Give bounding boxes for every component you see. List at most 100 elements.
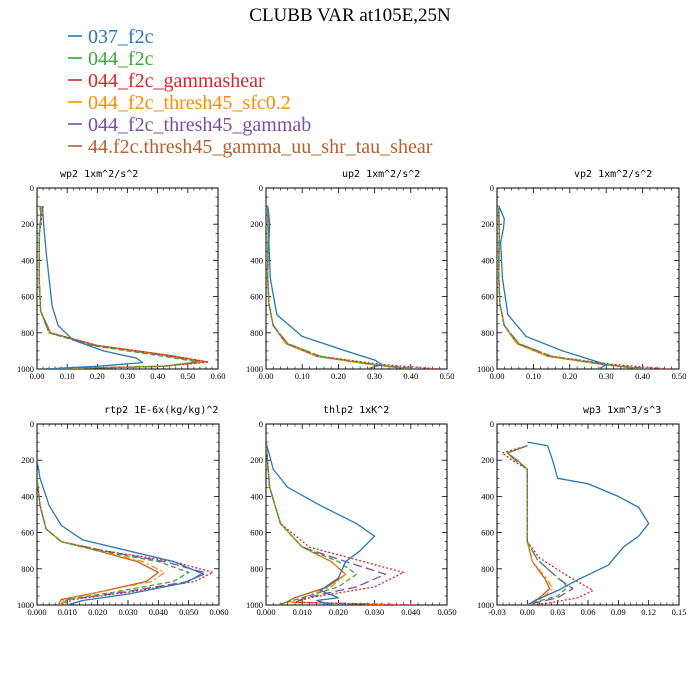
- legend-label: 044_f2c_thresh45_gammab: [88, 114, 311, 136]
- panel-title: up2 1xm^2/s^2: [342, 169, 420, 180]
- y-tick-label: 0: [490, 419, 494, 429]
- x-tick-label: 0.030: [118, 607, 137, 617]
- chart-panel: thlp2 1xK^2 0.000 0.010 0.020 0.030 0.040 0.05…: [246, 405, 457, 617]
- chart-panel: vp2 1xm^2/s^2 0.00 0.10 0.20 0.30 0.40 0.50 0 20…: [477, 169, 686, 381]
- legend-label: 44.f2c.thresh45_gamma_uu_shr_tau_shear: [88, 136, 433, 158]
- series-line: [38, 206, 210, 369]
- y-tick-label: 200: [481, 219, 494, 229]
- x-tick-label: 0.40: [635, 371, 650, 381]
- y-tick-label: 200: [250, 219, 263, 229]
- series-line: [38, 206, 198, 369]
- y-tick-label: 0: [30, 419, 34, 429]
- x-tick-label: 0.50: [672, 371, 687, 381]
- series-line: [37, 478, 190, 605]
- legend-label: 044_f2c_thresh45_sfc0.2: [88, 92, 291, 114]
- y-tick-label: 600: [250, 528, 263, 538]
- plot-frame: [36, 187, 219, 370]
- x-tick-label: 0.000: [256, 607, 275, 617]
- x-tick-label: 0.020: [88, 607, 107, 617]
- x-tick-label: -0.03: [488, 607, 506, 617]
- series-line: [41, 206, 144, 369]
- x-tick-label: 0.30: [120, 371, 135, 381]
- series-line: [37, 460, 205, 605]
- series-line: [506, 445, 569, 605]
- series-line: [506, 445, 554, 605]
- y-tick-label: 1000: [477, 364, 494, 374]
- series-line: [498, 207, 643, 369]
- y-tick-label: 400: [21, 255, 34, 265]
- chart-panel: rtp2 1E-6x(kg/kg)^2 0.000 0.010 0.020 0.030 0…: [17, 405, 229, 617]
- x-tick-label: 0.00: [259, 371, 274, 381]
- x-tick-label: 0.40: [150, 371, 165, 381]
- panel-title: rtp2 1E-6x(kg/kg)^2: [104, 405, 218, 416]
- x-tick-label: 0.00: [520, 607, 535, 617]
- series-line: [501, 445, 594, 605]
- y-tick-label: 400: [250, 491, 263, 501]
- panel-title: vp2 1xm^2/s^2: [574, 169, 652, 180]
- plot-frame: [496, 187, 680, 370]
- y-tick-label: 200: [481, 455, 494, 465]
- x-tick-label: 0.20: [331, 371, 346, 381]
- y-tick-label: 400: [481, 491, 494, 501]
- y-tick-label: 400: [250, 255, 263, 265]
- y-tick-label: 800: [21, 328, 34, 338]
- x-tick-label: 0.10: [60, 371, 75, 381]
- x-tick-label: 0.020: [329, 607, 348, 617]
- plot-frame: [265, 187, 448, 370]
- series-line: [267, 207, 440, 369]
- y-tick-label: 800: [481, 328, 494, 338]
- y-tick-label: 200: [21, 455, 34, 465]
- y-tick-label: 1000: [246, 600, 263, 610]
- series-line: [506, 445, 574, 605]
- series-line: [498, 207, 669, 369]
- panels: wp2 1xm^2/s^2 0.00 0.10 0.20 0.30 0.40 0.50 0.6…: [17, 169, 686, 617]
- y-tick-label: 1000: [246, 364, 263, 374]
- x-tick-label: 0.010: [58, 607, 77, 617]
- series-line: [498, 205, 607, 369]
- y-tick-label: 600: [21, 528, 34, 538]
- y-tick-label: 800: [250, 328, 263, 338]
- series-line: [266, 441, 376, 605]
- y-tick-label: 600: [250, 292, 263, 302]
- series-line: [267, 206, 383, 369]
- plot-frame: [36, 423, 220, 606]
- y-tick-label: 200: [21, 219, 34, 229]
- x-tick-label: 0.15: [672, 607, 687, 617]
- y-tick-label: 0: [30, 183, 34, 193]
- series-line: [527, 441, 650, 605]
- x-tick-label: 0.050: [437, 607, 456, 617]
- legend-label: 037_f2c: [88, 26, 154, 48]
- x-tick-label: 0.030: [365, 607, 384, 617]
- y-tick-label: 200: [250, 455, 263, 465]
- y-tick-label: 800: [481, 564, 494, 574]
- y-tick-label: 800: [250, 564, 263, 574]
- y-tick-label: 1000: [477, 600, 494, 610]
- y-tick-label: 0: [490, 183, 494, 193]
- series-line: [37, 478, 159, 605]
- x-tick-label: 0.06: [581, 607, 596, 617]
- x-tick-label: 0.060: [209, 607, 228, 617]
- x-tick-label: 0.10: [295, 371, 310, 381]
- x-tick-label: 0.010: [293, 607, 312, 617]
- x-tick-label: 0.10: [526, 371, 541, 381]
- panel-title: thlp2 1xK^2: [323, 405, 389, 416]
- y-tick-label: 600: [481, 292, 494, 302]
- x-tick-label: 0.30: [599, 371, 614, 381]
- panel-title: wp2 1xm^2/s^2: [60, 169, 138, 180]
- y-tick-label: 0: [259, 183, 263, 193]
- chart-panel: wp3 1xm^3/s^3 -0.03 0.00 0.03 0.06 0.09 0.12 0.…: [477, 405, 686, 617]
- y-tick-label: 400: [481, 255, 494, 265]
- legend: 037_f2c044_f2c044_f2c_gammashear044_f2c_…: [68, 26, 433, 158]
- y-tick-label: 600: [481, 528, 494, 538]
- series-line: [38, 206, 204, 369]
- x-tick-label: 0.12: [641, 607, 656, 617]
- x-tick-label: 0.60: [211, 371, 226, 381]
- x-tick-label: 0.050: [179, 607, 198, 617]
- figure-title: CLUBB VAR at105E,25N: [249, 5, 451, 26]
- x-tick-label: 0.09: [611, 607, 626, 617]
- y-tick-label: 1000: [17, 600, 34, 610]
- x-tick-label: 0.03: [550, 607, 565, 617]
- panel-title: wp3 1xm^3/s^3: [583, 405, 661, 416]
- series-line: [266, 442, 358, 605]
- y-tick-label: 400: [21, 491, 34, 501]
